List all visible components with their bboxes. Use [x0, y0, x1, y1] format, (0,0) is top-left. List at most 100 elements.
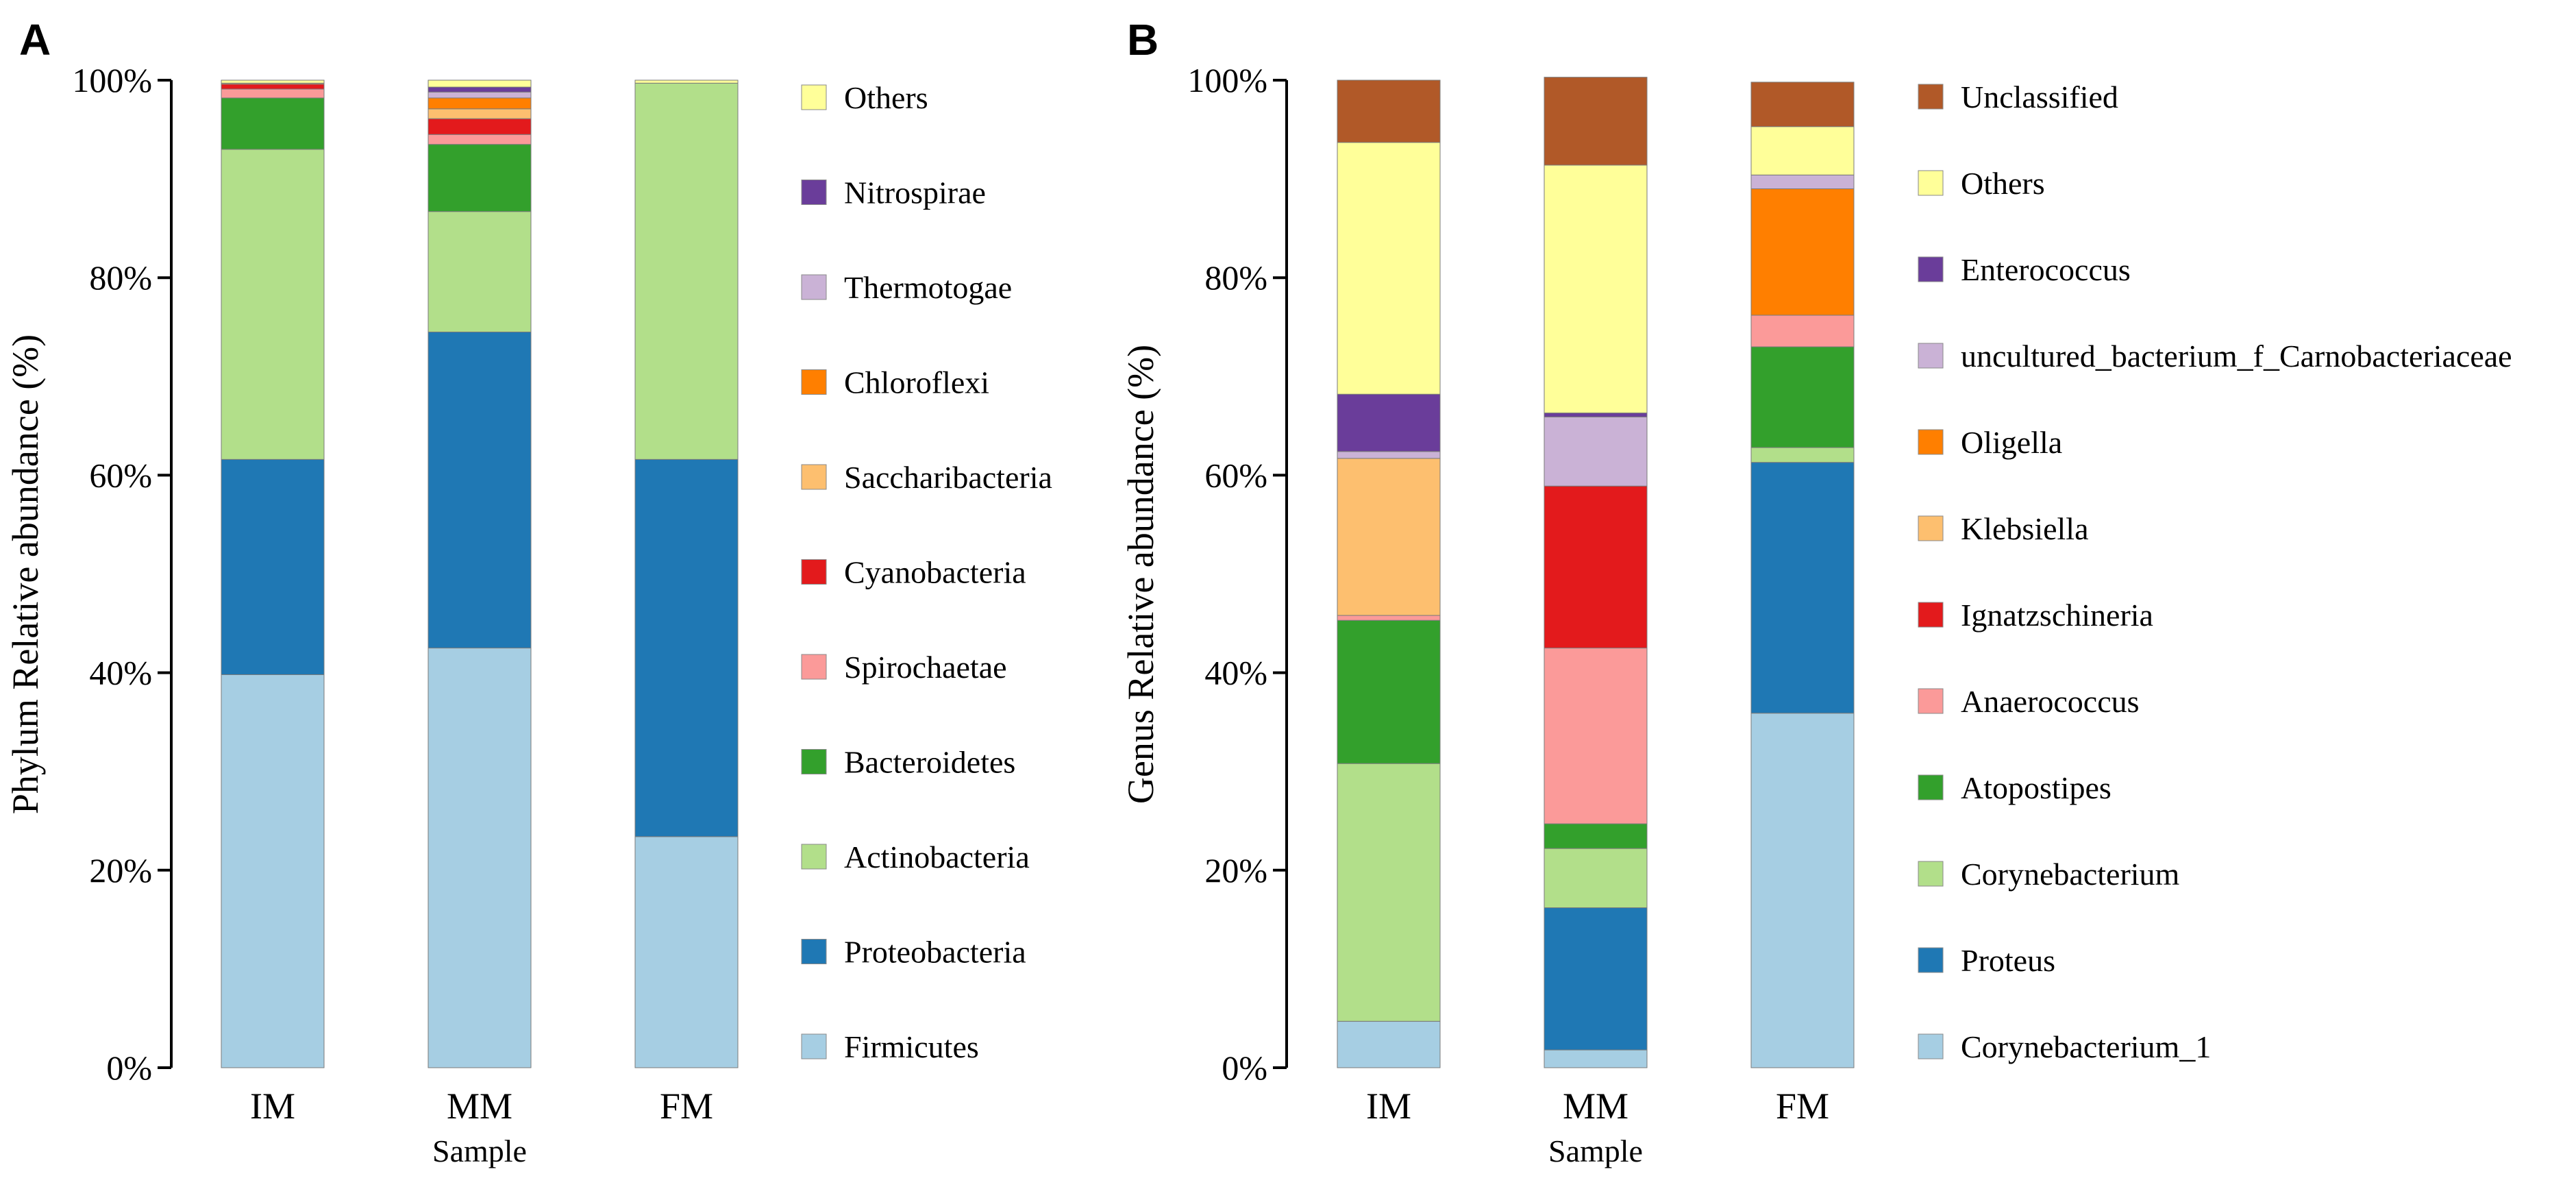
- x-category-label: FM: [1776, 1086, 1829, 1127]
- y-tick-label: 80%: [1204, 258, 1267, 297]
- x-category-label: IM: [1366, 1086, 1411, 1127]
- bar-segment-mm-nitrospirae: [428, 86, 532, 93]
- legend-label: uncultured_bacterium_f_Carnobacteriaceae: [1961, 339, 2512, 373]
- panel-label: A: [19, 15, 51, 64]
- bar-segment-mm-enterococcus: [1544, 413, 1648, 417]
- bar-segment-im-others: [221, 79, 325, 84]
- legend-label: Corynebacterium: [1961, 857, 2180, 892]
- bar-segment-im-enterococcus: [1337, 393, 1441, 452]
- legend-swatch: [801, 844, 827, 870]
- legend-label: Enterococcus: [1961, 252, 2131, 287]
- y-tick-label: 0%: [106, 1049, 152, 1087]
- genus-abundance-chart: B 0% 20% 40% 60% 80% 100% Genus Relative abunda…: [1120, 15, 2512, 1168]
- legend-swatch: [801, 180, 827, 205]
- bar-segment-im-klebsiella: [1337, 458, 1441, 616]
- bar-segment-fm-unclassified: [1750, 82, 1855, 127]
- legend-label: Spirochaetae: [844, 650, 1007, 685]
- bar-segment-mm-thermotogae: [428, 91, 532, 99]
- bar-segment-mm-saccharibacteria: [428, 108, 532, 119]
- bar-segment-im-proteobacteria: [221, 458, 325, 675]
- legend-swatch: [801, 464, 827, 490]
- legend-swatch: [801, 84, 827, 110]
- y-tick-label: 60%: [89, 456, 152, 494]
- legend-swatch: [1918, 602, 1944, 628]
- bar-segment-im-corynebacterium: [1337, 763, 1441, 1022]
- bar-segment-im-corynebacterium-1: [1337, 1020, 1441, 1068]
- legend-label: Others: [1961, 166, 2045, 201]
- legend-label: Oligella: [1961, 425, 2062, 460]
- legend-swatch: [1918, 774, 1944, 800]
- panel-label: B: [1127, 15, 1159, 64]
- bar-segment-im-cyanobacteria: [221, 84, 325, 90]
- bar-segment-fm-others: [634, 79, 739, 84]
- bar-segment-mm-unclassified: [1544, 77, 1648, 166]
- bar-segment-fm-corynebacterium: [1750, 447, 1855, 463]
- bar-segment-fm-corynebacterium-1: [1750, 713, 1855, 1068]
- legend-label: Proteus: [1961, 943, 2055, 978]
- bar-segment-mm-actinobacteria: [428, 211, 532, 332]
- x-category-label: IM: [250, 1086, 295, 1127]
- bar-segment-im-others: [1337, 142, 1441, 395]
- y-tick-label: 100%: [72, 61, 152, 99]
- legend-swatch: [1918, 947, 1944, 973]
- bar-segment-fm-anaerococcus: [1750, 315, 1855, 347]
- bar-segment-mm-atopostipes: [1544, 823, 1648, 849]
- legend-swatch: [1918, 861, 1944, 887]
- bar-segment-mm-uncultured-bacterium-f-carnobacteriaceae: [1544, 416, 1648, 487]
- legend-label: Cyanobacteria: [844, 555, 1026, 590]
- x-axis-title: Sample: [432, 1133, 527, 1168]
- bar-segment-mm-anaerococcus: [1544, 648, 1648, 824]
- bar-segment-mm-cyanobacteria: [428, 118, 532, 135]
- bar-segment-fm-actinobacteria: [634, 82, 739, 460]
- x-category-label: FM: [660, 1086, 713, 1127]
- bar-segment-mm-firmicutes: [428, 648, 532, 1068]
- bar-segment-fm-proteus: [1750, 462, 1855, 714]
- bar-segment-im-firmicutes: [221, 674, 325, 1068]
- bar-segment-mm-chloroflexi: [428, 97, 532, 110]
- bar-segment-fm-others: [1750, 126, 1855, 175]
- legend-swatch: [1918, 515, 1944, 541]
- bar-segment-im-bacteroidetes: [221, 97, 325, 150]
- bar-segment-fm-oligella: [1750, 188, 1855, 316]
- bar-segment-mm-bacteroidetes: [428, 144, 532, 212]
- y-tick-label: 40%: [89, 654, 152, 692]
- bar-segment-im-anaerococcus: [1337, 615, 1441, 621]
- x-axis-title: Sample: [1548, 1133, 1643, 1168]
- x-category-label: MM: [447, 1086, 512, 1127]
- bar-segment-fm-firmicutes: [634, 836, 739, 1068]
- x-category-label: MM: [1563, 1086, 1628, 1127]
- bar-segment-im-unclassified: [1337, 79, 1441, 143]
- legend-label: Ignatzschineria: [1961, 598, 2153, 633]
- bar-segment-mm-others: [1544, 164, 1648, 414]
- legend-swatch: [801, 1033, 827, 1059]
- legend-swatch: [1918, 343, 1944, 369]
- bar-segment-mm-others: [428, 79, 532, 88]
- bar-segment-im-atopostipes: [1337, 620, 1441, 764]
- legend-label: Klebsiella: [1961, 511, 2089, 546]
- legend-label: Unclassified: [1961, 79, 2118, 114]
- bar-segment-fm-atopostipes: [1750, 346, 1855, 448]
- legend-label: Saccharibacteria: [844, 460, 1052, 495]
- legend-swatch: [1918, 84, 1944, 110]
- legend-label: Thermotogae: [844, 270, 1012, 305]
- bar-segment-mm-spirochaetae: [428, 134, 532, 145]
- legend-label: Chloroflexi: [844, 365, 989, 400]
- bar-segment-mm-corynebacterium-1: [1544, 1049, 1648, 1068]
- y-tick-label: 100%: [1187, 61, 1267, 99]
- y-axis-title: Phylum Relative abundance (%): [5, 334, 46, 814]
- y-tick-label: 20%: [1204, 851, 1267, 890]
- legend-swatch: [801, 654, 827, 680]
- bar-segment-mm-corynebacterium: [1544, 848, 1648, 909]
- bar-segment-im-uncultured-bacterium-f-carnobacteriaceae: [1337, 451, 1441, 459]
- legend-swatch: [801, 559, 827, 585]
- legend-swatch: [1918, 170, 1944, 196]
- legend-swatch: [1918, 256, 1944, 282]
- legend-swatch: [801, 369, 827, 395]
- y-tick-label: 60%: [1204, 456, 1267, 494]
- y-axis-title: Genus Relative abundance (%): [1120, 345, 1161, 804]
- y-tick-label: 20%: [89, 851, 152, 890]
- legend-label: Firmicutes: [844, 1029, 979, 1064]
- legend-swatch: [801, 274, 827, 300]
- legend-label: Proteobacteria: [844, 935, 1026, 970]
